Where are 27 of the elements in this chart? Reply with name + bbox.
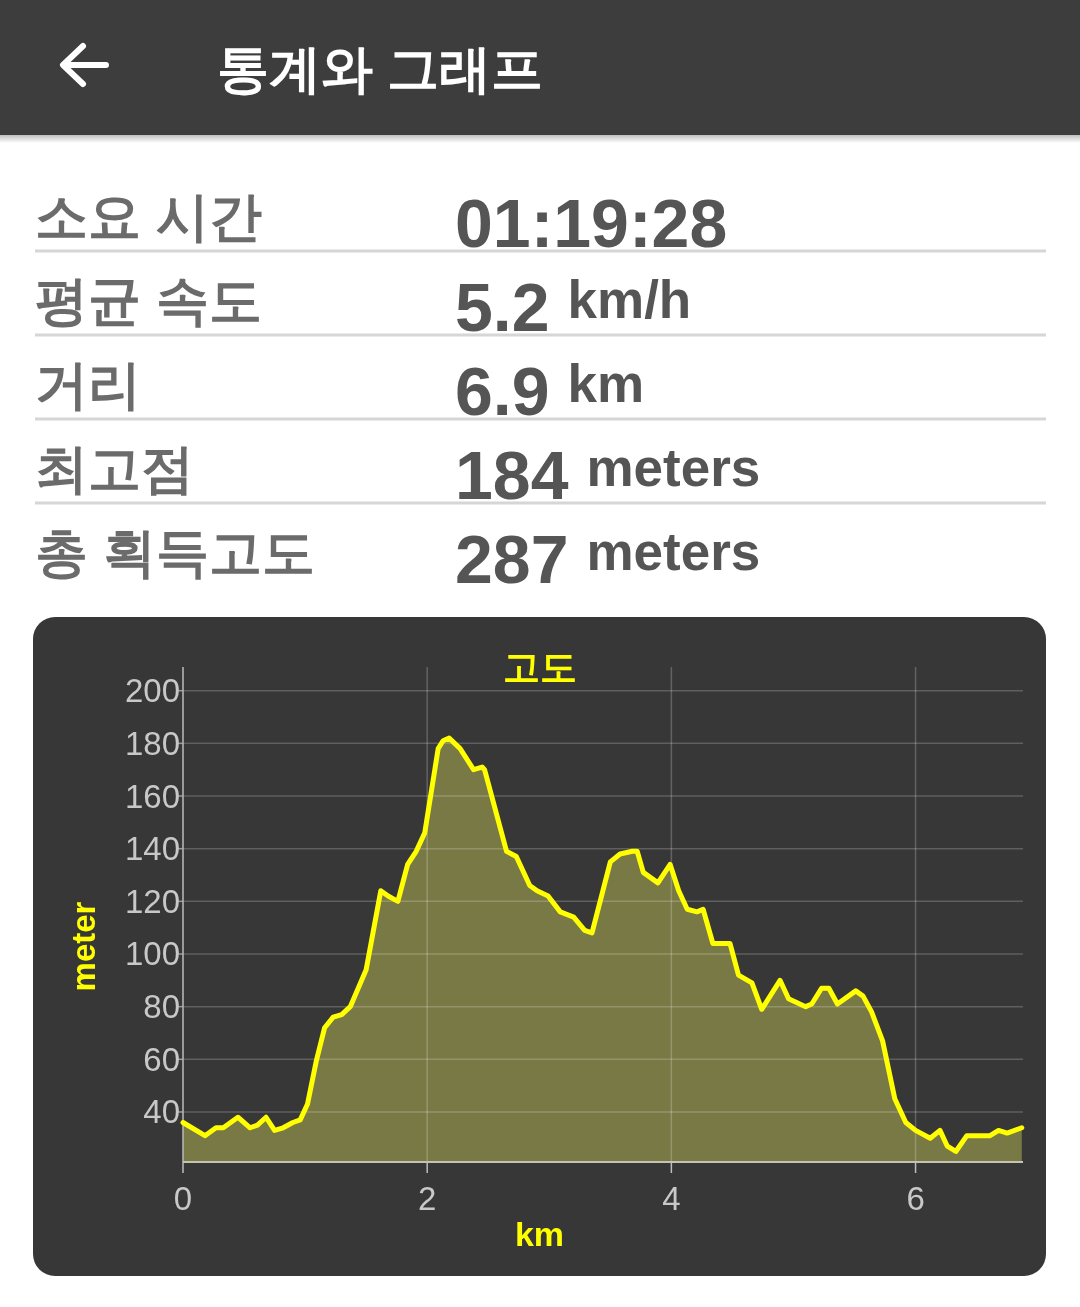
category-label: 최고점 [35,439,194,498]
x-tick-label: 4 [662,1180,681,1217]
y-tick-label: 160 [124,777,180,815]
y-tick-label: 140 [124,830,180,868]
x-axis-title: km [514,1215,565,1253]
chart-title: 고도 [502,647,577,688]
text: 5.2 km/h [455,269,692,345]
text: 6.9 km [455,353,645,429]
text: 184 meters [455,437,761,513]
text: 01:19:28 [455,185,728,261]
x-tick-label: 6 [906,1180,925,1217]
category-label: 평균 속도 [35,271,262,330]
y-tick-label: 200 [124,672,180,710]
text: 통계와 그래프 [217,40,544,98]
category-label: 총 획득고도 [35,523,315,582]
y-tick-label: 120 [124,882,180,920]
category-label: 거리 [35,355,141,414]
y-axis-title: meter [65,901,102,992]
y-tick-label: 40 [143,1093,180,1131]
y-tick-label: 80 [143,988,180,1026]
y-tick-label: 180 [124,724,180,762]
y-tick-label: 100 [124,935,180,973]
x-tick-label: 0 [173,1180,193,1217]
text: 287 meters [455,521,761,597]
x-tick-label: 2 [418,1180,437,1217]
y-tick-label: 60 [143,1040,180,1078]
category-label: 소요 시간 [35,187,262,246]
